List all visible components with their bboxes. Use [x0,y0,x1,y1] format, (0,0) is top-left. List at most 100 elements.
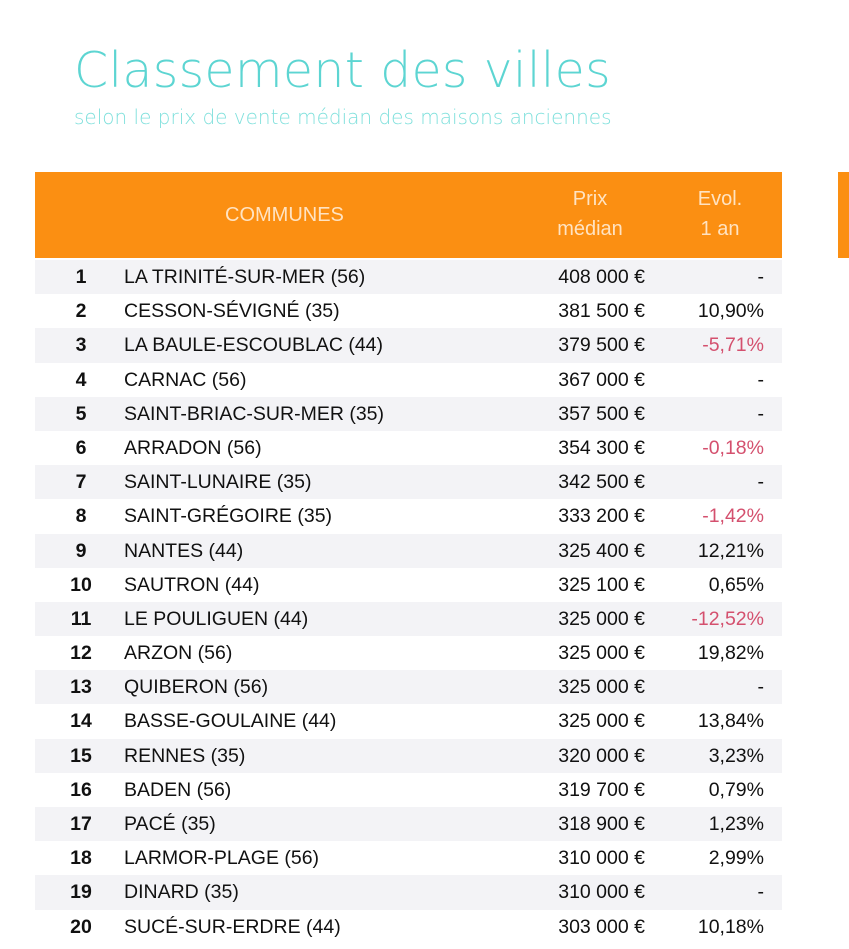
median-price: 342 500 € [558,471,645,494]
evolution: -0,18% [702,436,764,459]
evolution: - [757,881,765,904]
median-price: 333 200 € [558,505,645,528]
header-evol-line1: Evol. [697,188,743,210]
table-row: 19 DINARD (35) 310 000 € - [35,875,782,910]
table-row: 11 LE POULIGUEN (44) 325 000 € -12,52% [35,601,782,637]
table-row: 16 BADEN (56) 319 700 € 0,79% [35,773,782,807]
table-row: 5 SAINT-BRIAC-SUR-MER (35) 357 500 € - [35,396,782,431]
table-row: 8 SAINT-GRÉGOIRE (35) 333 200 € -1,42% [35,499,782,533]
table-row: 9 NANTES (44) 325 400 € 12,21% [35,533,782,568]
commune-name: ARRADON (56) [124,436,262,459]
evolution: 1,23% [708,813,764,835]
median-price: 325 000 € [558,676,645,699]
rank: 18 [70,847,92,870]
evolution: 10,18% [697,915,764,938]
commune-name: QUIBERON (56) [124,676,269,699]
median-price: 319 700 € [558,778,645,801]
rank: 9 [75,539,87,562]
rank: 16 [70,778,92,801]
evolution: -1,42% [702,505,764,528]
commune-name: RENNES (35) [124,744,246,767]
commune-name: LE POULIGUEN (44) [124,607,309,630]
median-price: 357 500 € [558,402,645,425]
rank: 11 [70,607,92,630]
commune-name: CARNAC (56) [124,368,247,391]
commune-name: NANTES (44) [124,539,244,562]
rank: 17 [70,813,92,835]
rank: 6 [75,436,87,459]
median-price: 325 000 € [558,607,645,630]
median-price: 325 100 € [558,573,645,596]
rank: 14 [70,710,92,733]
header-communes: COMMUNES [225,204,344,226]
median-price: 367 000 € [558,368,645,391]
rank: 15 [70,744,92,767]
page-title: Classement des villes [74,42,611,99]
median-price: 318 900 € [558,813,645,835]
table-row: 20 SUCÉ-SUR-ERDRE (44) 303 000 € 10,18% [35,910,782,944]
rank: 1 [75,266,87,288]
table-row: 10 SAUTRON (44) 325 100 € 0,65% [35,568,782,602]
commune-name: SUCÉ-SUR-ERDRE (44) [124,915,341,938]
rank: 2 [75,300,87,323]
evolution: - [757,368,765,391]
table-header: COMMUNES Prix médian Evol. 1 an [35,172,782,258]
median-price: 325 000 € [558,642,645,665]
commune-name: CESSON-SÉVIGNÉ (35) [124,300,340,323]
median-price: 320 000 € [558,744,645,767]
ranking-table: 1 LA TRINITÉ-SUR-MER (56) 408 000 € -2 C… [35,260,782,944]
evolution: 2,99% [708,847,764,870]
header-evol-line2: 1 an [700,218,740,240]
adjacent-table-header [838,172,849,258]
commune-name: ARZON (56) [124,642,233,665]
rank: 8 [75,505,87,528]
evolution: -5,71% [702,334,764,357]
evolution: 13,84% [697,710,764,733]
commune-name: SAINT-BRIAC-SUR-MER (35) [124,402,385,425]
commune-name: PACÉ (35) [124,813,216,835]
evolution: - [757,266,765,288]
table-row: 18 LARMOR-PLAGE (56) 310 000 € 2,99% [35,841,782,875]
rank: 12 [70,642,92,665]
commune-name: DINARD (35) [124,881,239,904]
table-row: 7 SAINT-LUNAIRE (35) 342 500 € - [35,465,782,500]
evolution: 12,21% [697,539,764,562]
median-price: 325 400 € [558,539,645,562]
commune-name: LA BAULE-ESCOUBLAC (44) [124,334,384,357]
median-price: 310 000 € [558,847,645,870]
page-subtitle: selon le prix de vente médian des maison… [74,105,612,129]
evolution: 0,79% [708,778,764,801]
commune-name: LA TRINITÉ-SUR-MER (56) [124,266,366,288]
commune-name: SAUTRON (44) [124,573,260,596]
header-prix-line1: Prix [572,188,608,210]
evolution: 10,90% [697,300,764,323]
evolution: - [757,402,765,425]
rank: 5 [75,402,87,425]
evolution: 3,23% [708,744,764,767]
median-price: 381 500 € [558,300,645,323]
rank: 3 [75,334,87,357]
median-price: 379 500 € [558,334,645,357]
rank: 19 [70,881,92,904]
rank: 7 [75,471,87,494]
rank: 4 [75,368,87,391]
rank: 20 [70,915,92,938]
commune-name: BADEN (56) [124,778,232,801]
table-row: 2 CESSON-SÉVIGNÉ (35) 381 500 € 10,90% [35,294,782,328]
commune-name: SAINT-LUNAIRE (35) [124,471,312,494]
evolution: - [757,471,765,494]
table-row: 14 BASSE-GOULAINE (44) 325 000 € 13,84% [35,704,782,738]
rank: 10 [70,573,92,596]
table-row: 15 RENNES (35) 320 000 € 3,23% [35,738,782,773]
commune-name: BASSE-GOULAINE (44) [124,710,337,733]
evolution: 0,65% [708,573,764,596]
table-row: 13 QUIBERON (56) 325 000 € - [35,670,782,705]
table-row: 3 LA BAULE-ESCOUBLAC (44) 379 500 € -5,7… [35,328,782,363]
table-row: 4 CARNAC (56) 367 000 € - [35,363,782,397]
table-row: 1 LA TRINITÉ-SUR-MER (56) 408 000 € - [35,260,782,295]
median-price: 408 000 € [558,266,645,288]
median-price: 310 000 € [558,881,645,904]
median-price: 354 300 € [558,436,645,459]
median-price: 303 000 € [558,915,645,938]
evolution: 19,82% [697,642,764,665]
